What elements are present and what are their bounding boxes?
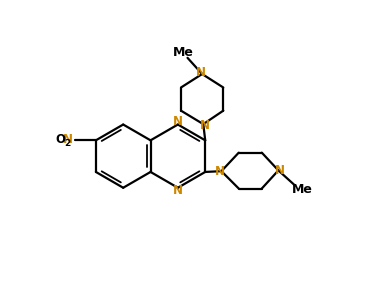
Text: N: N [173,184,183,197]
Text: N: N [215,165,225,178]
Text: Me: Me [172,45,193,59]
Text: N: N [200,119,210,132]
Text: O: O [55,133,65,146]
Text: Me: Me [292,183,313,196]
Text: 2: 2 [64,139,70,148]
Text: N: N [63,133,73,146]
Text: N: N [275,164,285,177]
Text: N: N [173,115,183,128]
Text: N: N [196,66,206,79]
